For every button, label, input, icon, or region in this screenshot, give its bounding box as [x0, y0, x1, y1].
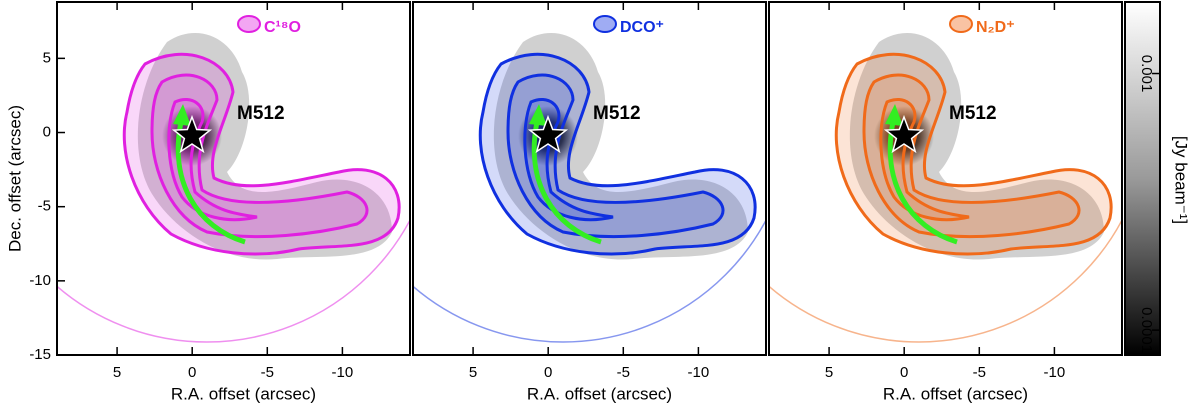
- protostar: [171, 114, 213, 154]
- beam: [593, 15, 617, 33]
- colorbar-tick-label: 0.0001: [1138, 307, 1155, 353]
- frame: [412, 1, 767, 356]
- x-tick-label: -5: [617, 364, 630, 381]
- protostar: [527, 114, 569, 154]
- panel: M512 C¹⁸O: [57, 2, 410, 343]
- arrow-head: [173, 104, 191, 126]
- panel: M512 N₂D⁺: [769, 2, 1122, 343]
- arrow-head: [529, 104, 547, 126]
- y-tick-label: -5: [38, 198, 51, 215]
- frame: [56, 1, 411, 356]
- source-label: M512: [593, 103, 641, 124]
- source-label: M512: [237, 103, 285, 124]
- x-tick-label: -5: [973, 364, 986, 381]
- x-tick-label: -10: [332, 364, 354, 381]
- map: M512 DCO⁺: [413, 2, 766, 343]
- y-tick-label: -10: [29, 272, 51, 289]
- continuum-emission: [849, 33, 1104, 260]
- primary-beam: [57, 2, 410, 343]
- x-axis-label: R.A. offset (arcsec): [527, 384, 672, 403]
- panel: M512 DCO⁺: [413, 2, 766, 343]
- protostar: [883, 114, 925, 154]
- x-tick-label: -5: [261, 364, 274, 381]
- primary-beam: [769, 2, 1122, 343]
- outflow-arrow: [175, 121, 246, 245]
- x-tick-label: -10: [688, 364, 710, 381]
- y-tick-label: 0: [43, 123, 51, 140]
- continuum-emission: [137, 33, 392, 260]
- colorbar: [1124, 1, 1161, 356]
- map: M512 N₂D⁺: [769, 2, 1122, 343]
- primary-beam: [413, 2, 766, 343]
- contour: [506, 73, 725, 239]
- x-tick-label: 5: [469, 364, 477, 381]
- y-axis-label: Dec. offset (arcsec): [5, 105, 24, 252]
- x-axis-label: R.A. offset (arcsec): [171, 384, 316, 403]
- y-tick-label: -15: [29, 346, 51, 363]
- frame: [768, 1, 1123, 356]
- outflow-arrow: [887, 121, 958, 245]
- beam: [237, 15, 261, 33]
- x-tick-label: 0: [900, 364, 908, 381]
- source-label: M512: [949, 103, 997, 124]
- y-tick-label: 5: [43, 49, 51, 66]
- arrow-head: [885, 104, 903, 126]
- map: M512 C¹⁸O: [57, 2, 410, 343]
- contour: [862, 73, 1081, 239]
- colorbar-tick-label: 0.001: [1138, 55, 1155, 93]
- x-tick-label: 0: [544, 364, 552, 381]
- continuum-emission: [493, 33, 748, 260]
- contour: [150, 73, 369, 239]
- x-axis-label: R.A. offset (arcsec): [883, 384, 1028, 403]
- x-tick-label: 0: [188, 364, 196, 381]
- colorbar-label: [Jy beam⁻¹]: [1172, 136, 1191, 224]
- x-tick-label: 5: [825, 364, 833, 381]
- line-label: DCO⁺: [620, 19, 664, 36]
- outflow-arrow: [531, 121, 602, 245]
- line-label: C¹⁸O: [264, 19, 301, 36]
- line-label: N₂D⁺: [976, 19, 1015, 36]
- x-tick-label: 5: [113, 364, 121, 381]
- beam: [949, 15, 973, 33]
- x-tick-label: -10: [1044, 364, 1066, 381]
